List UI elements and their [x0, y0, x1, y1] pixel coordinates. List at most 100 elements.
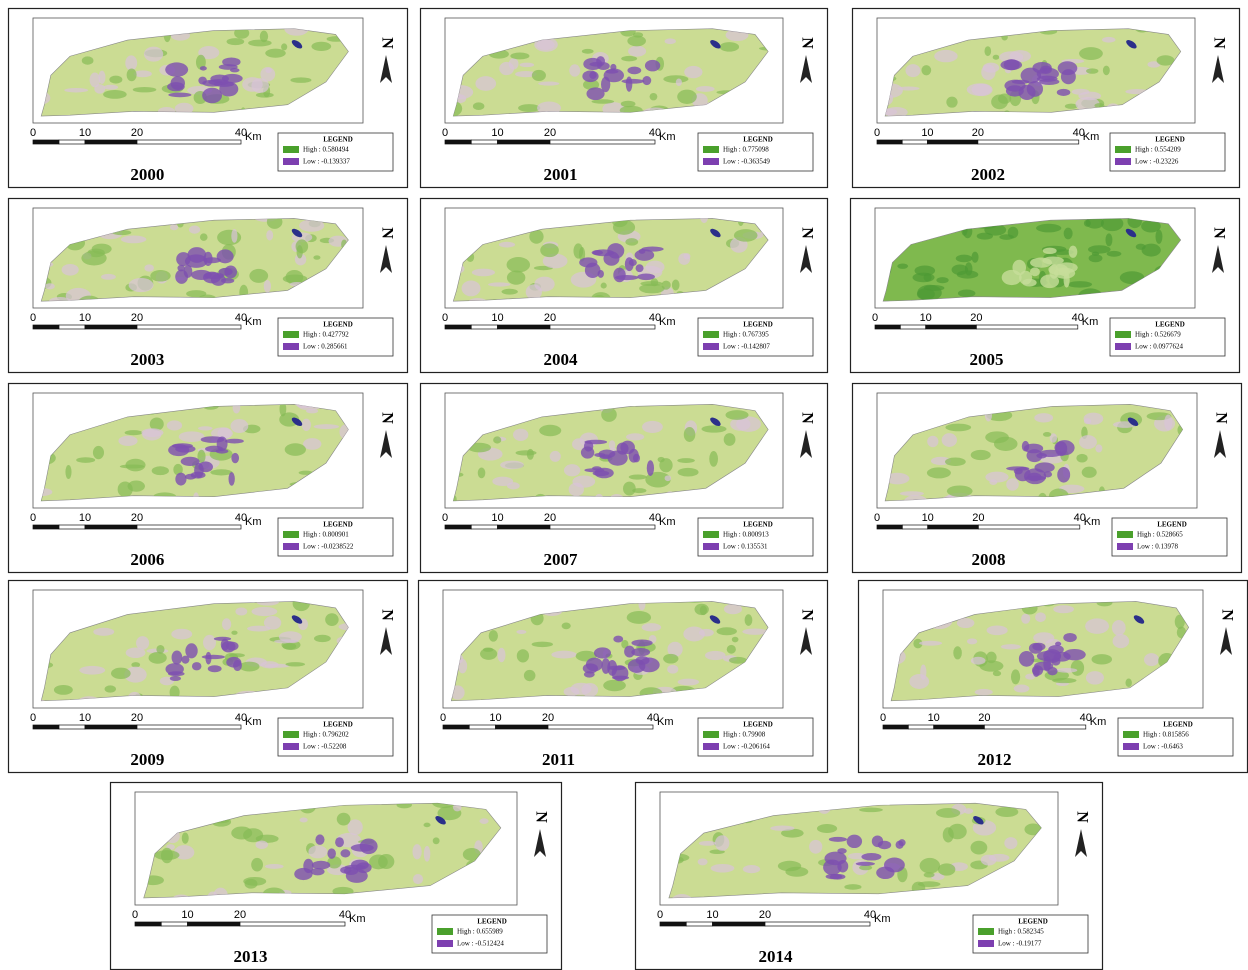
vegetation-patch	[676, 78, 682, 86]
vegetation-patch	[231, 631, 237, 635]
vegetation-patch	[260, 661, 278, 668]
vegetation-patch	[125, 459, 145, 472]
urban-patch	[202, 655, 225, 659]
year-label: 2001	[544, 165, 578, 184]
vegetation-patch	[105, 685, 116, 692]
vegetation-patch	[128, 481, 145, 492]
scale-segment	[85, 140, 137, 144]
urban-patch	[636, 264, 644, 272]
vegetation-patch	[650, 93, 658, 100]
urban-patch	[181, 656, 189, 664]
vegetation-patch	[302, 419, 311, 431]
vegetation-patch	[125, 55, 137, 70]
legend-low-swatch	[437, 940, 453, 947]
legend-title: LEGEND	[1157, 521, 1187, 529]
vegetation-patch	[412, 844, 421, 859]
figure: N0102040Km2000LEGENDHigh : 0.580494Low :…	[0, 0, 1248, 970]
urban-patch	[175, 473, 186, 486]
legend-low-swatch	[283, 158, 299, 165]
vegetation-patch	[150, 270, 170, 281]
vegetation-patch	[217, 230, 241, 246]
urban-patch	[581, 446, 594, 458]
vegetation-patch	[609, 440, 616, 450]
urban-patch	[1057, 89, 1071, 96]
scale-segment	[445, 140, 471, 144]
legend-low: Low : -0.23226	[1135, 158, 1179, 166]
legend-high-swatch	[283, 731, 299, 738]
vegetation-patch	[475, 76, 496, 91]
scale-label: 20	[978, 712, 990, 724]
scale-label: 0	[880, 712, 886, 724]
legend-title: LEGEND	[323, 136, 353, 144]
vegetation-patch	[625, 238, 638, 246]
scale-label: 0	[874, 127, 880, 139]
urban-patch	[847, 835, 862, 848]
urban-patch	[625, 257, 634, 271]
vegetation-patch	[1035, 612, 1046, 622]
vegetation-patch	[672, 279, 680, 290]
vegetation-patch	[152, 466, 169, 475]
north-label: N	[798, 412, 815, 424]
scale-segment	[469, 725, 495, 729]
vegetation-patch	[538, 81, 559, 85]
vegetation-patch	[564, 687, 580, 696]
scale-label: 10	[79, 712, 91, 724]
vegetation-patch	[536, 39, 554, 50]
scale-unit: Km	[1083, 131, 1100, 143]
north-label: N	[378, 227, 395, 239]
scale-unit: Km	[1084, 516, 1101, 528]
legend-high: High : 0.796202	[303, 731, 349, 739]
vegetation-patch	[628, 46, 646, 57]
urban-patch	[633, 454, 640, 463]
scale-label: 10	[706, 909, 718, 921]
vegetation-patch	[785, 867, 808, 877]
vegetation-patch	[947, 485, 973, 496]
year-label: 2007	[544, 550, 579, 569]
vegetation-patch	[945, 458, 966, 466]
vegetation-patch	[154, 850, 179, 860]
vegetation-patch	[222, 618, 231, 630]
year-label: 2011	[542, 750, 575, 769]
legend-high-swatch	[703, 731, 719, 738]
urban-patch	[224, 266, 237, 279]
vegetation-patch	[142, 429, 161, 440]
vegetation-patch	[1107, 251, 1122, 257]
legend-title: LEGEND	[1155, 321, 1185, 329]
vegetation-patch	[156, 645, 164, 654]
scale-segment	[926, 325, 977, 329]
vegetation-patch	[1079, 435, 1097, 449]
vegetation-patch	[642, 623, 662, 631]
vegetation-patch	[103, 85, 118, 90]
vegetation-patch	[1142, 244, 1161, 257]
urban-patch	[861, 853, 881, 861]
vegetation-patch	[1068, 281, 1092, 288]
vegetation-patch	[424, 823, 431, 828]
scale-segment	[59, 725, 85, 729]
vegetation-patch	[260, 67, 275, 81]
scale-label: 0	[442, 312, 448, 324]
vegetation-patch	[1085, 618, 1109, 633]
legend-high: High : 0.528665	[1137, 531, 1183, 539]
vegetation-patch	[497, 648, 505, 662]
map-panel: N0102040Km2004LEGENDHigh : 0.767395Low :…	[421, 199, 828, 373]
vegetation-patch	[210, 469, 232, 475]
scale-segment	[498, 525, 551, 529]
scale-segment	[765, 922, 870, 926]
vegetation-patch	[1157, 55, 1175, 65]
vegetation-patch	[290, 77, 311, 83]
vegetation-patch	[725, 410, 748, 420]
vegetation-patch	[480, 818, 489, 824]
vegetation-patch	[182, 832, 189, 843]
urban-patch	[627, 67, 641, 75]
vegetation-patch	[646, 261, 665, 274]
urban-patch	[177, 265, 184, 272]
urban-patch	[586, 87, 604, 100]
scale-segment	[934, 725, 985, 729]
vegetation-patch	[306, 409, 318, 414]
vegetation-patch	[308, 845, 327, 858]
scale-label: 0	[30, 712, 36, 724]
scale-label: 10	[181, 909, 193, 921]
year-label: 2014	[759, 947, 794, 966]
vegetation-patch	[251, 858, 263, 872]
